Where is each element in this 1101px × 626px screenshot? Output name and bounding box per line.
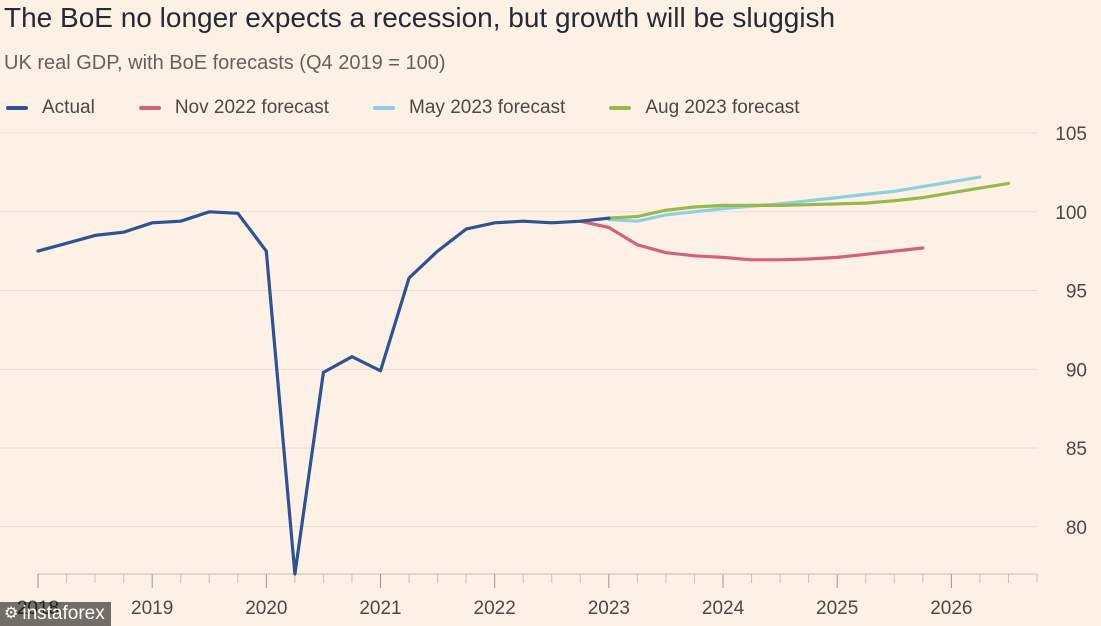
legend-label-aug-2023: Aug 2023 forecast <box>645 97 800 118</box>
legend-label-actual: Actual <box>42 97 95 118</box>
y-tick-label-90: 90 <box>1066 360 1087 381</box>
chart-title: The BoE no longer expects a recession, b… <box>4 2 836 33</box>
legend-item-actual: Actual <box>6 97 95 119</box>
legend-label-may-2023: May 2023 forecast <box>409 97 566 118</box>
legend-swatch-actual <box>6 106 28 110</box>
series-line-may-2023-forecast <box>607 175 982 223</box>
legend-item-may-2023: May 2023 forecast <box>373 97 565 119</box>
series-line-nov-2022-forecast <box>578 219 925 262</box>
y-tick-label-105: 105 <box>1055 124 1087 145</box>
x-tick-label-2026: 2026 <box>930 598 972 619</box>
legend: Actual Nov 2022 forecast May 2023 foreca… <box>6 96 844 120</box>
legend-swatch-nov-2022 <box>138 106 161 110</box>
legend-swatch-may-2023 <box>373 106 396 110</box>
x-tick-label-2022: 2022 <box>474 598 516 619</box>
x-tick-label-2023: 2023 <box>588 598 630 619</box>
legend-item-aug-2023: Aug 2023 forecast <box>609 97 800 119</box>
legend-item-nov-2022: Nov 2022 forecast <box>138 97 330 119</box>
x-tick-label-2025: 2025 <box>816 598 858 619</box>
legend-swatch-aug-2023 <box>609 106 632 110</box>
watermark-text: instaforex <box>22 603 105 624</box>
chart-subtitle: UK real GDP, with BoE forecasts (Q4 2019… <box>4 52 446 74</box>
x-tick-label-2019: 2019 <box>131 598 173 619</box>
y-tick-label-95: 95 <box>1066 282 1087 303</box>
x-tick-label-2024: 2024 <box>702 598 745 619</box>
x-tick-label-2020: 2020 <box>245 598 287 619</box>
y-tick-label-80: 80 <box>1066 518 1087 539</box>
series-line-aug-2023-forecast <box>607 181 1011 220</box>
y-tick-label-100: 100 <box>1055 203 1087 224</box>
x-tick-label-2021: 2021 <box>359 598 401 619</box>
legend-label-nov-2022: Nov 2022 forecast <box>174 97 330 118</box>
watermark: ⚙ instaforex <box>0 602 111 626</box>
series-line-actual <box>36 210 611 576</box>
y-tick-label-85: 85 <box>1066 439 1087 460</box>
gear-icon: ⚙ <box>4 605 19 622</box>
